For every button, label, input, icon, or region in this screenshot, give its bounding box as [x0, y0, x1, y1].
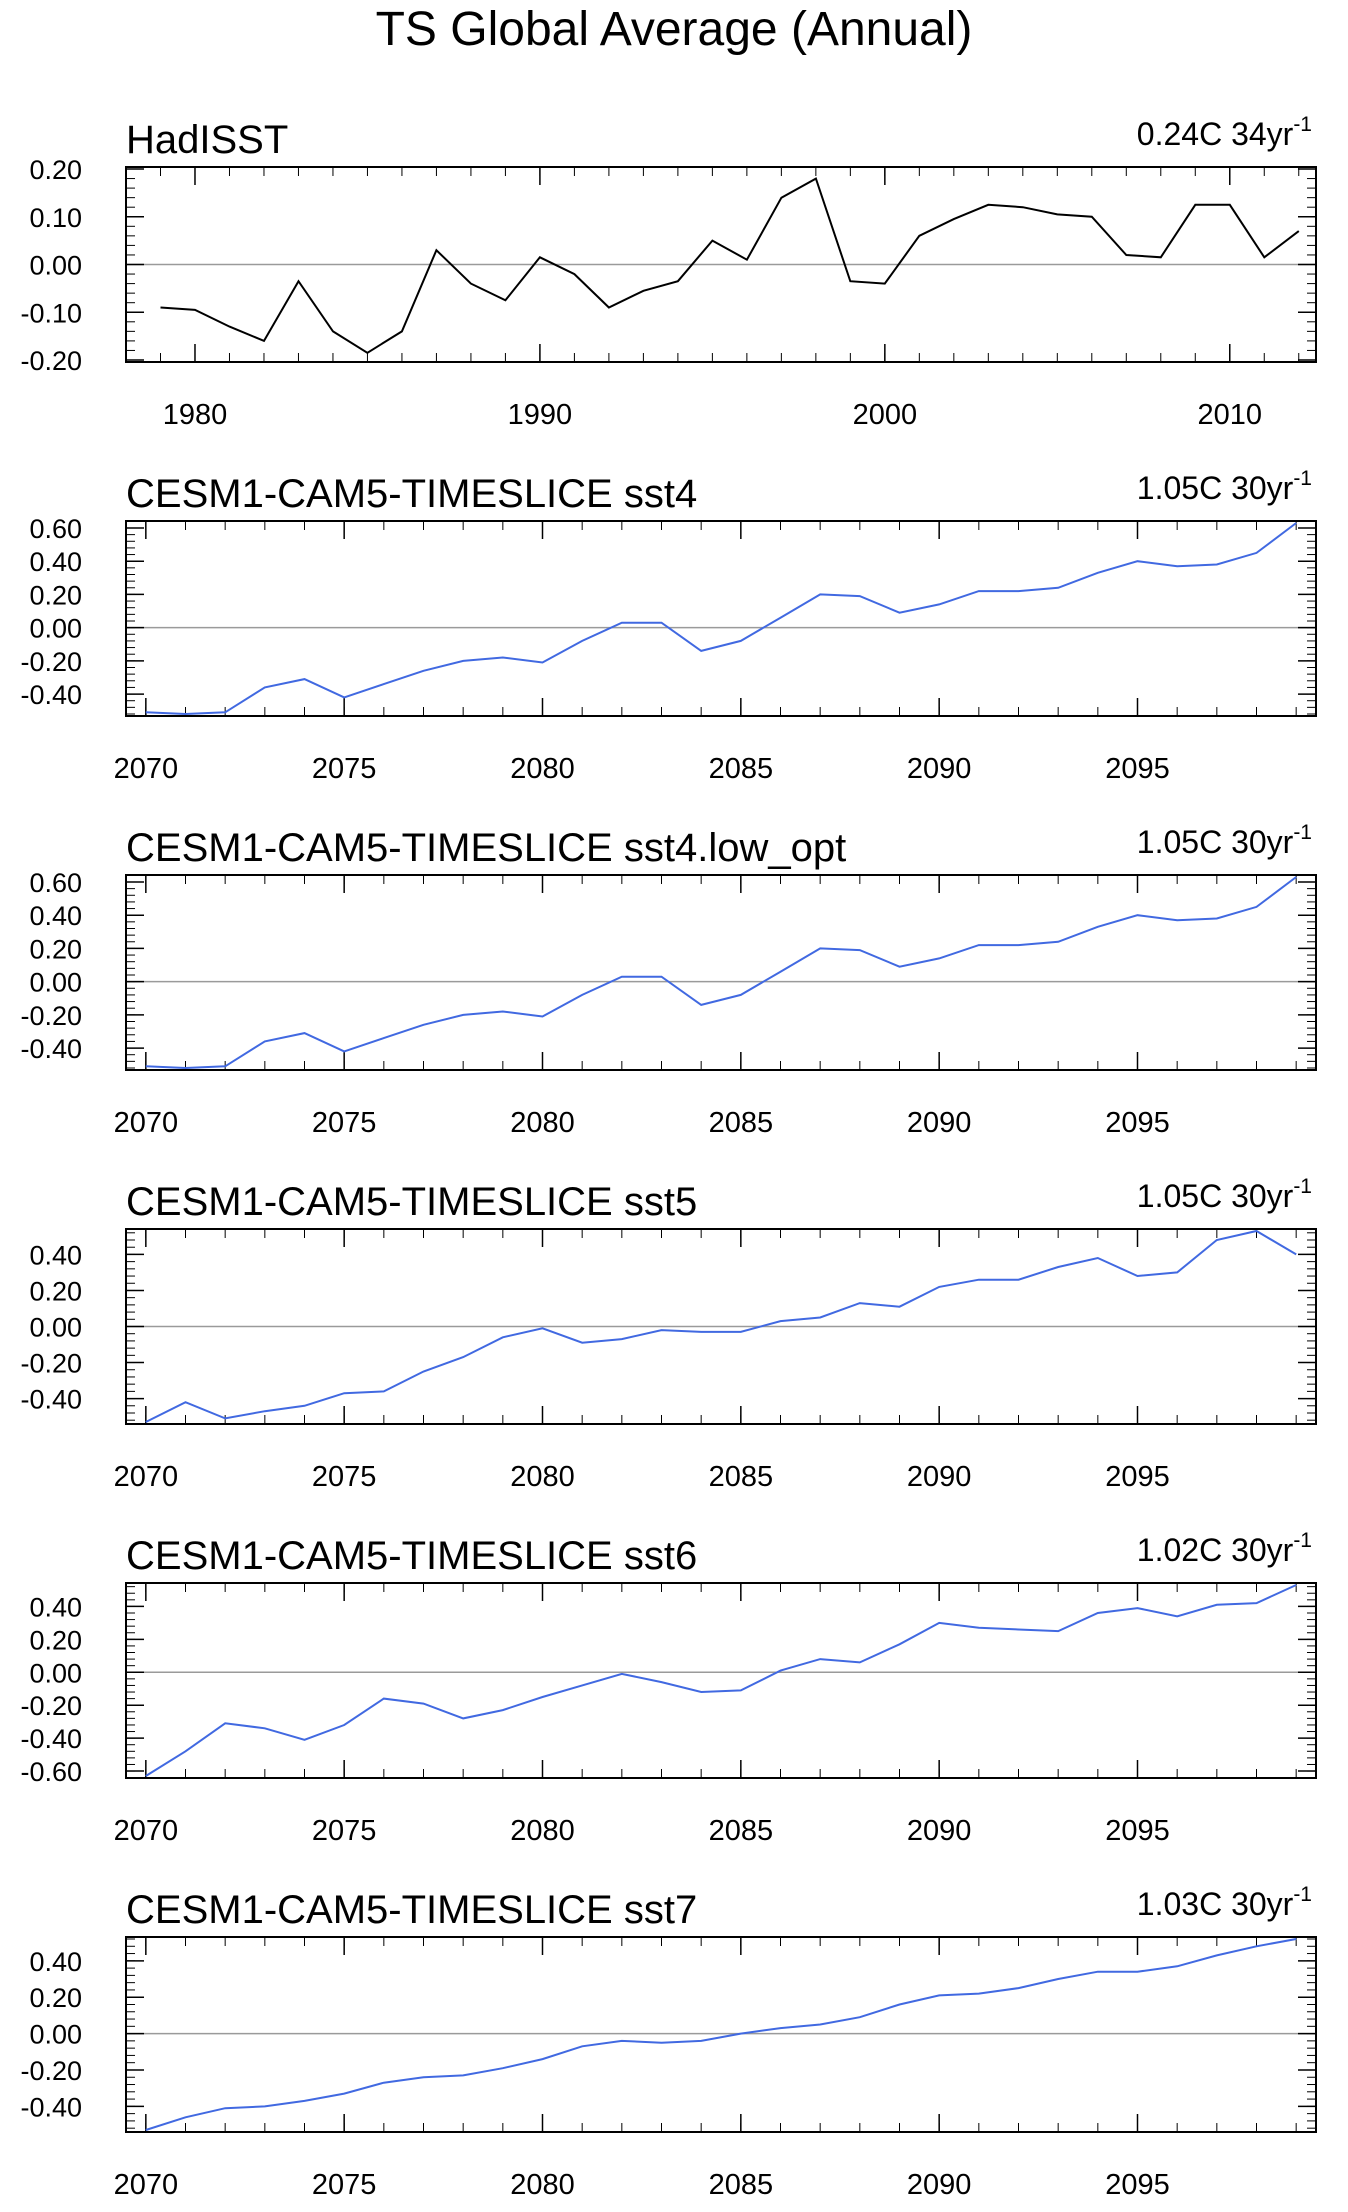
y-tick-label: -0.40 — [20, 680, 82, 710]
x-tick-label: 2095 — [1105, 1461, 1170, 1493]
plot-frame — [125, 1936, 1317, 2133]
x-tick-label: 2085 — [709, 1107, 774, 1139]
x-tick-label: 2085 — [709, 1461, 774, 1493]
chart-panel-6: CESM1-CAM5-TIMESLICE sst7 1.03C 30yr-1 0.4… — [20, 1883, 1317, 2201]
y-tick-label: -0.20 — [20, 1349, 82, 1379]
x-tick-label: 2095 — [1105, 1107, 1170, 1139]
y-tick-label: 0.20 — [29, 155, 82, 185]
x-tick-label: 2095 — [1105, 1815, 1170, 1847]
series-line — [145, 1584, 1297, 1777]
series-line — [145, 876, 1297, 1070]
page-title: TS Global Average (Annual) — [375, 3, 973, 56]
x-tick-label: 2085 — [709, 2169, 774, 2201]
x-tick-label: 2070 — [114, 1461, 179, 1493]
x-tick-label: 2070 — [114, 1107, 179, 1139]
x-tick-label: 2095 — [1105, 753, 1170, 785]
y-tick-label: -0.20 — [20, 1001, 82, 1031]
y-tick-label: 0.20 — [29, 934, 82, 964]
x-tick-label: 2080 — [510, 1461, 575, 1493]
x-tick-label: 2000 — [853, 399, 918, 431]
panel-title: CESM1-CAM5-TIMESLICE sst7 — [126, 1888, 697, 1932]
y-tick-label: 0.40 — [29, 1240, 82, 1270]
y-tick-label: 0.00 — [29, 614, 82, 644]
series-line — [160, 177, 1300, 354]
y-tick-label: 0.40 — [29, 901, 82, 931]
x-tick-label: 2080 — [510, 1815, 575, 1847]
trend-label: 1.05C 30yr-1 — [1137, 1175, 1312, 1214]
series-line — [145, 1229, 1297, 1423]
y-tick-label: -0.20 — [20, 647, 82, 677]
chart-panel-1: HadISST 0.24C 34yr-1 0.20 0.10 0.00 -0.10 -0.2… — [20, 113, 1317, 431]
x-tick-label: 2090 — [907, 1815, 972, 1847]
y-tick-label: -0.20 — [20, 346, 82, 376]
chart-panel-4: CESM1-CAM5-TIMESLICE sst5 1.05C 30yr-1 0.4… — [20, 1175, 1317, 1493]
plot-frame — [125, 166, 1317, 363]
plot-frame — [125, 874, 1317, 1071]
x-tick-label: 2075 — [312, 753, 377, 785]
x-tick-label: 2095 — [1105, 2169, 1170, 2201]
trend-label: 1.05C 30yr-1 — [1137, 821, 1312, 860]
y-tick-label: 0.00 — [29, 968, 82, 998]
x-tick-label: 2010 — [1198, 399, 1263, 431]
y-tick-label: -0.40 — [20, 1724, 82, 1754]
series-line — [145, 522, 1297, 716]
trend-label: 1.02C 30yr-1 — [1137, 1529, 1312, 1568]
x-tick-label: 1980 — [163, 399, 228, 431]
x-tick-label: 2080 — [510, 753, 575, 785]
y-tick-label: 0.60 — [29, 868, 82, 898]
plot-frame — [125, 1582, 1317, 1779]
x-tick-label: 2075 — [312, 1107, 377, 1139]
x-tick-label: 2080 — [510, 2169, 575, 2201]
y-tick-label: -0.10 — [20, 298, 82, 328]
trend-label: 1.03C 30yr-1 — [1137, 1883, 1312, 1922]
y-tick-label: -0.40 — [20, 2092, 82, 2122]
y-tick-label: 0.20 — [29, 580, 82, 610]
y-tick-label: 0.60 — [29, 514, 82, 544]
x-tick-label: 2090 — [907, 753, 972, 785]
y-tick-label: 0.00 — [29, 1658, 82, 1688]
x-tick-label: 2090 — [907, 1107, 972, 1139]
chart-panel-5: CESM1-CAM5-TIMESLICE sst6 1.02C 30yr-1 0.4… — [20, 1529, 1317, 1847]
x-tick-label: 2070 — [114, 1815, 179, 1847]
y-tick-label: -0.40 — [20, 1385, 82, 1415]
x-tick-label: 2070 — [114, 753, 179, 785]
panel-title: CESM1-CAM5-TIMESLICE sst4.low_opt — [126, 826, 846, 870]
y-tick-label: 0.40 — [29, 547, 82, 577]
chart-panel-3: CESM1-CAM5-TIMESLICE sst4.low_opt 1.05C 3… — [20, 821, 1317, 1139]
x-tick-label: 2075 — [312, 1815, 377, 1847]
chart-panel-2: CESM1-CAM5-TIMESLICE sst4 1.05C 30yr-1 0.6… — [20, 467, 1317, 785]
x-tick-label: 2090 — [907, 1461, 972, 1493]
panel-title: CESM1-CAM5-TIMESLICE sst5 — [126, 1180, 697, 1224]
y-tick-label: 0.40 — [29, 1592, 82, 1622]
y-tick-label: 0.20 — [29, 1276, 82, 1306]
panel-title: CESM1-CAM5-TIMESLICE sst4 — [126, 472, 697, 516]
trend-label: 1.05C 30yr-1 — [1137, 467, 1312, 506]
y-tick-label: 0.10 — [29, 203, 82, 233]
plot-frame — [125, 520, 1317, 717]
panel-title: CESM1-CAM5-TIMESLICE sst6 — [126, 1534, 697, 1578]
y-tick-label: 0.20 — [29, 1983, 82, 2013]
y-tick-label: 0.00 — [29, 2020, 82, 2050]
y-tick-label: -0.40 — [20, 1034, 82, 1064]
y-tick-label: 0.00 — [29, 251, 82, 281]
y-tick-label: -0.20 — [20, 1691, 82, 1721]
x-tick-label: 2075 — [312, 2169, 377, 2201]
x-tick-label: 2070 — [114, 2169, 179, 2201]
series-line — [145, 1938, 1297, 2131]
trend-label: 0.24C 34yr-1 — [1137, 113, 1312, 152]
y-tick-label: -0.60 — [20, 1757, 82, 1787]
plot-frame — [125, 1228, 1317, 1425]
x-tick-label: 2075 — [312, 1461, 377, 1493]
y-tick-label: -0.20 — [20, 2056, 82, 2086]
x-tick-label: 2085 — [709, 1815, 774, 1847]
panel-title: HadISST — [126, 118, 288, 162]
y-tick-label: 0.40 — [29, 1947, 82, 1977]
x-tick-label: 2080 — [510, 1107, 575, 1139]
y-tick-label: 0.20 — [29, 1625, 82, 1655]
x-tick-label: 2090 — [907, 2169, 972, 2201]
x-tick-label: 2085 — [709, 753, 774, 785]
y-tick-label: 0.00 — [29, 1313, 82, 1343]
x-tick-label: 1990 — [508, 399, 573, 431]
